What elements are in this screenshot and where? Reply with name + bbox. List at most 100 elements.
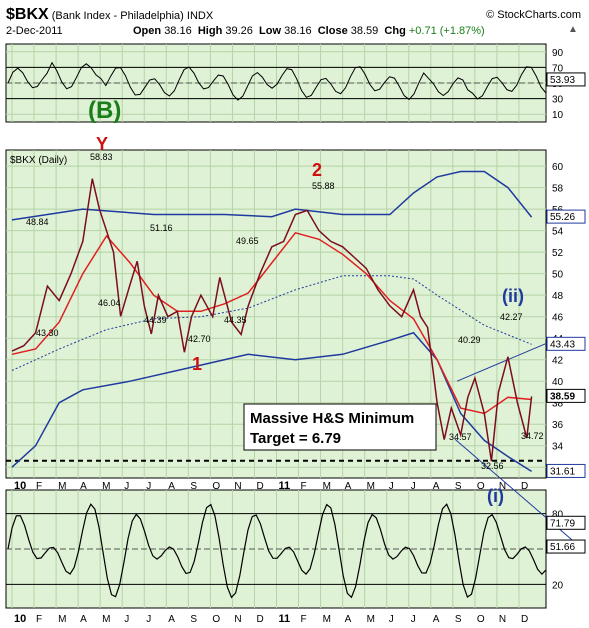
exchange: INDX — [186, 10, 214, 22]
price-label: 44.35 — [224, 315, 247, 325]
x-tick-label: M — [58, 481, 66, 492]
x-tick-label: A — [80, 481, 87, 492]
price-y-tick: 48 — [552, 291, 564, 302]
chg-value: +0.71 (+1.87%) — [408, 25, 485, 37]
top-y-tick: 30 — [552, 95, 564, 106]
price-label: 40.29 — [458, 335, 481, 345]
price-y-tick: 58 — [552, 184, 564, 195]
x-tick-label-bottom: J — [124, 614, 129, 625]
high-label: High — [197, 25, 223, 37]
x-tick-label-bottom: J — [411, 614, 416, 625]
moving-average-line — [11, 231, 532, 415]
lower-band-line — [11, 331, 532, 473]
high-value: 39.26 — [225, 25, 253, 37]
top-oscillator-line — [7, 61, 547, 101]
wave-label-B: (B) — [88, 97, 121, 124]
x-tick-label-bottom: M — [367, 614, 375, 625]
x-tick-label: J — [389, 481, 394, 492]
x-tick-label: M — [102, 481, 110, 492]
symbol: $BKX — [6, 6, 49, 23]
bottom-value-tag — [546, 515, 586, 530]
price-y-tick: 34 — [552, 442, 564, 453]
price-y-tick: 54 — [552, 227, 564, 238]
wave-label-2: 2 — [312, 160, 322, 180]
open-label: Open — [133, 25, 162, 37]
price-panel-title: $BKX (Daily) — [10, 155, 67, 166]
price-label: 44.39 — [144, 315, 167, 325]
x-tick-label-bottom: M — [323, 614, 331, 625]
price-value-tag — [546, 388, 586, 403]
x-tick-label: A — [433, 481, 440, 492]
price-y-tick: 52 — [552, 248, 564, 259]
price-y-tick: 50 — [552, 270, 564, 281]
price-label: 58.83 — [90, 152, 113, 162]
x-tick-label-bottom: S — [455, 614, 462, 625]
top-current-value-tag — [546, 72, 586, 87]
bottom-y-tick: 80 — [552, 510, 564, 521]
top-y-tick: 10 — [552, 110, 564, 121]
annotation-line-1: Massive H&S Minimum — [250, 410, 414, 427]
price-y-tick: 60 — [552, 162, 564, 173]
chg-label: Chg — [384, 25, 406, 37]
source-credit: © StockCharts.com — [486, 9, 581, 21]
wave-label-Y: Y — [96, 134, 108, 154]
index-name: (Bank Index - Philadelphia) — [51, 10, 184, 22]
x-tick-label-bottom: N — [234, 614, 241, 625]
x-tick-label-bottom: A — [168, 614, 175, 625]
price-y-tick: 40 — [552, 377, 564, 388]
wave-label-i: (i) — [487, 486, 504, 506]
bottom-value-tag-text: 71.79 — [550, 518, 575, 529]
x-tick-label: M — [367, 481, 375, 492]
hs-annotation-box — [243, 403, 437, 451]
x-tick-label-bottom: M — [102, 614, 110, 625]
close-label: Close — [317, 25, 348, 37]
x-tick-label: D — [256, 481, 263, 492]
chart-date: 2-Dec-2011 — [6, 25, 63, 37]
price-y-tick: 36 — [552, 420, 564, 431]
x-tick-label-bottom: F — [301, 614, 307, 625]
top-current-value: 53.93 — [550, 75, 575, 86]
price-label: 42.70 — [188, 334, 211, 344]
wave-label-1: 1 — [192, 354, 202, 374]
x-tick-label-bottom: A — [80, 614, 87, 625]
price-value-tag — [546, 463, 586, 478]
x-tick-label-bottom: 11 — [279, 613, 291, 625]
price-value-tag-text: 38.59 — [550, 391, 575, 402]
x-tick-label-bottom: 10 — [14, 613, 26, 625]
chart-header-row1: $BKX (Bank Index - Philadelphia) INDX — [6, 6, 213, 24]
x-tick-label: F — [36, 481, 42, 492]
wave-label-ii: (ii) — [502, 286, 524, 306]
price-value-tag-text: 55.26 — [550, 212, 575, 223]
bottom-oscillator-line — [7, 503, 547, 599]
top-y-tick: 70 — [552, 63, 564, 74]
middle-band-line — [11, 275, 532, 371]
x-tick-label-bottom: D — [521, 614, 528, 625]
upper-band-line — [11, 170, 533, 221]
x-tick-label-bottom: J — [146, 614, 151, 625]
x-tick-label: D — [521, 481, 528, 492]
x-tick-label: N — [234, 481, 241, 492]
x-tick-label-bottom: O — [477, 614, 485, 625]
price-label: 48.84 — [26, 217, 49, 227]
price-label: 34.57 — [449, 432, 472, 442]
x-tick-label: 11 — [279, 480, 291, 492]
x-tick-label: F — [301, 481, 307, 492]
scroll-down-icon[interactable]: ▲ — [568, 24, 578, 35]
x-tick-label: 10 — [14, 480, 26, 492]
x-tick-label: N — [499, 481, 506, 492]
bottom-value-tag-text: 51.66 — [550, 542, 575, 553]
x-tick-label: M — [323, 481, 331, 492]
price-value-tag — [546, 336, 586, 351]
price-label: 55.88 — [312, 181, 335, 191]
x-tick-label: A — [168, 481, 175, 492]
bottom-y-tick: 20 — [552, 580, 564, 591]
x-tick-label-bottom: N — [499, 614, 506, 625]
price-label: 32.56 — [481, 461, 504, 471]
close-value: 38.59 — [350, 25, 379, 37]
x-tick-label-bottom: J — [389, 614, 394, 625]
top-y-tick: 90 — [552, 48, 564, 59]
ohlc-row: Open 38.16 High 39.26 Low 38.16 Close 38… — [133, 25, 485, 37]
price-label: 49.65 — [236, 236, 259, 246]
price-label: 46.04 — [98, 298, 121, 308]
